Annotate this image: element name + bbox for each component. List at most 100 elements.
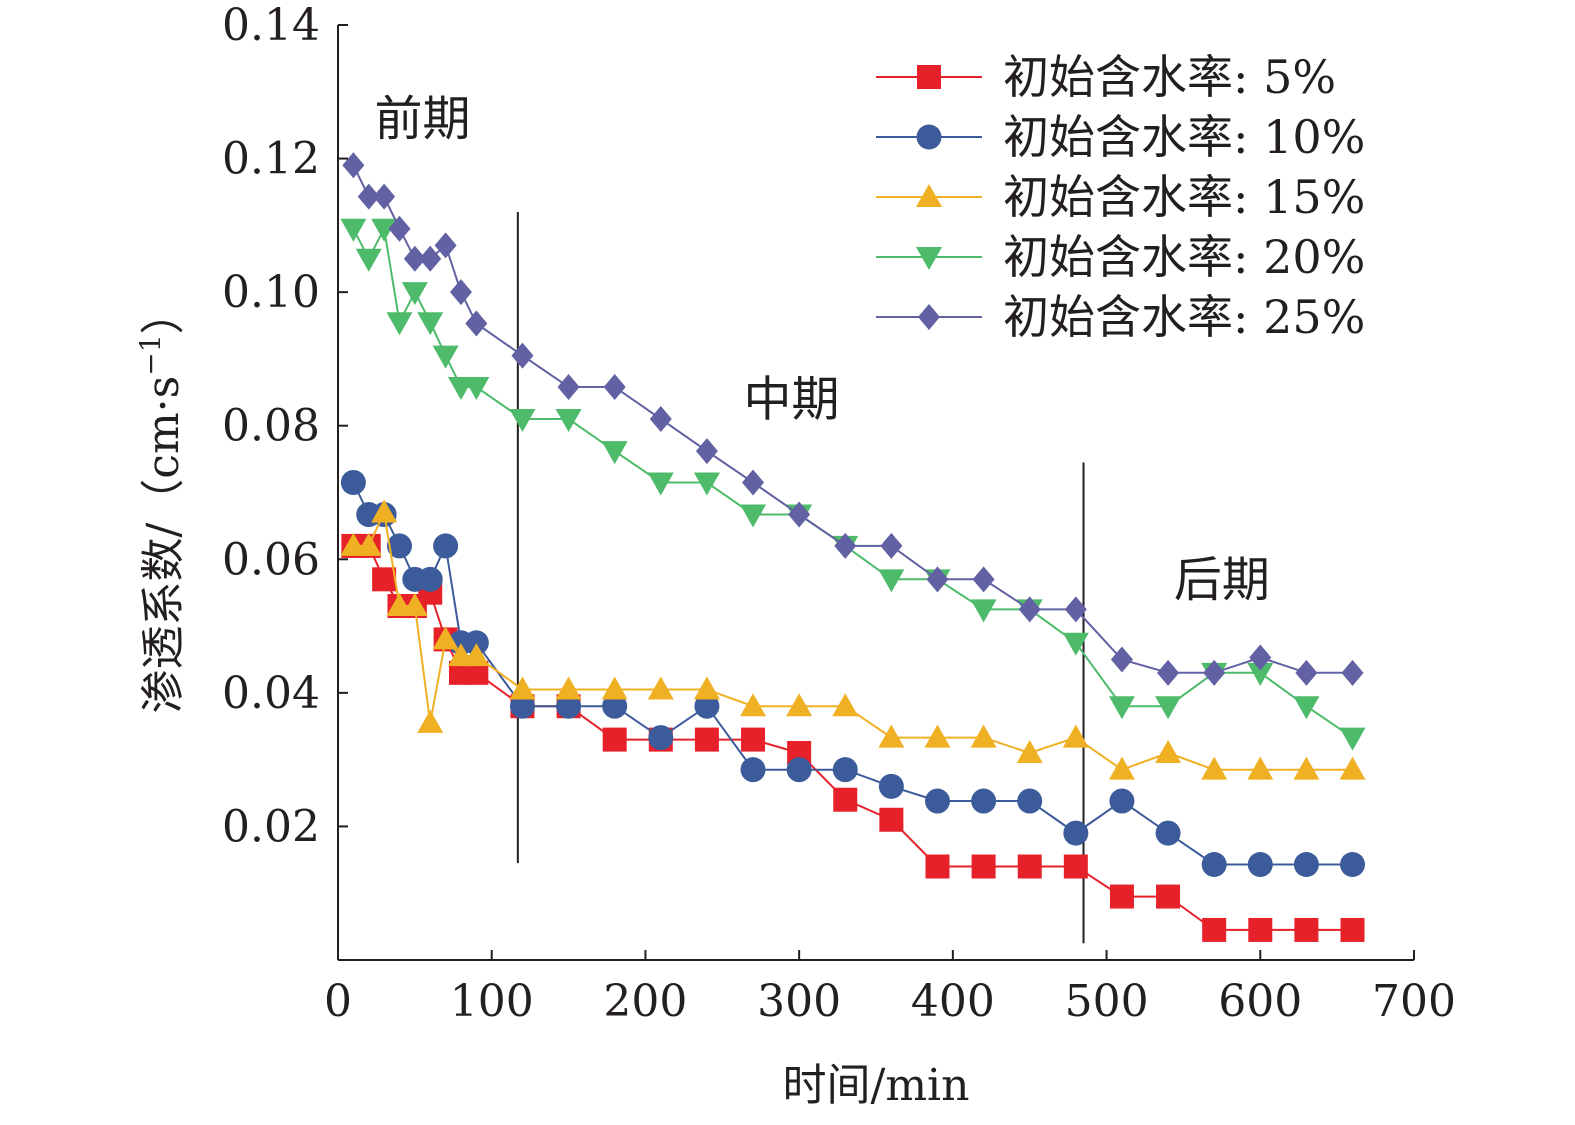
- data-point: [1339, 756, 1366, 780]
- data-point: [1109, 884, 1134, 909]
- data-point: [357, 183, 380, 210]
- data-point: [879, 807, 904, 832]
- data-point: [417, 566, 443, 592]
- data-point: [1018, 596, 1041, 623]
- data-point: [401, 593, 428, 617]
- data-point: [557, 373, 580, 400]
- legend-marker: [916, 247, 942, 270]
- data-point: [1293, 696, 1320, 720]
- ticks: 0 100 200 300 400 500 600 700 0.02 0.04 0.06 0.08 0.…: [222, 0, 1456, 1027]
- data-point: [602, 727, 627, 752]
- plot-area: [340, 152, 1366, 944]
- data-point: [465, 310, 488, 337]
- data-point: [463, 630, 489, 656]
- data-point: [924, 788, 950, 814]
- data-point: [1155, 696, 1182, 720]
- data-point: [693, 676, 720, 700]
- x-tick-label: 700: [1372, 976, 1456, 1027]
- series-4: [340, 218, 1366, 751]
- x-tick-label: 300: [757, 976, 841, 1027]
- data-point: [741, 727, 766, 752]
- y-tick-label: 0.04: [222, 668, 320, 719]
- phase-label: 后期: [1174, 552, 1270, 608]
- data-point: [971, 788, 997, 814]
- data-point: [786, 693, 813, 717]
- data-point: [1064, 596, 1087, 623]
- y-tick-label: 0.14: [222, 0, 320, 51]
- data-point: [1247, 662, 1274, 686]
- data-point: [1155, 739, 1182, 763]
- data-point: [372, 567, 397, 592]
- data-point: [1063, 820, 1089, 846]
- y-tick-label: 0.08: [222, 401, 320, 452]
- data-point: [1156, 884, 1181, 909]
- data-point: [1109, 788, 1135, 814]
- x-tick-label: 0: [324, 976, 352, 1027]
- data-point: [463, 643, 490, 667]
- data-point: [417, 312, 444, 336]
- data-point: [740, 757, 766, 783]
- data-point: [509, 693, 535, 719]
- x-axis-title: 时间/min: [783, 1060, 970, 1111]
- legend-marker: [917, 65, 941, 89]
- y-axis-title-close: ）: [138, 290, 189, 334]
- data-point: [555, 676, 582, 700]
- data-point: [419, 245, 442, 272]
- data-point: [832, 693, 859, 717]
- data-point: [647, 472, 674, 496]
- data-point: [601, 441, 628, 465]
- x-tick-label: 500: [1065, 976, 1149, 1027]
- data-point: [1339, 727, 1366, 751]
- data-point: [1063, 854, 1088, 879]
- data-point: [342, 152, 365, 179]
- legend-label: 初始含水率: 20%: [1003, 230, 1365, 284]
- legend: 初始含水率: 5% 初始含水率: 10% 初始含水率: 15% 初始含水率: 20% 初…: [876, 50, 1365, 344]
- data-point: [740, 504, 767, 528]
- data-point: [1341, 659, 1364, 686]
- data-point: [694, 693, 720, 719]
- data-point: [647, 676, 674, 700]
- data-point: [648, 725, 674, 751]
- data-point: [1294, 917, 1319, 942]
- x-tick-label: 400: [911, 976, 995, 1027]
- data-point: [556, 693, 582, 719]
- data-point: [386, 312, 413, 336]
- data-point: [970, 724, 997, 748]
- data-point: [971, 854, 996, 879]
- data-point: [1202, 917, 1227, 942]
- x-tick-label: 100: [450, 976, 534, 1027]
- data-point: [970, 599, 997, 623]
- data-point: [786, 757, 812, 783]
- data-point: [880, 532, 903, 559]
- y-axis-title-superscript: −1: [134, 334, 167, 375]
- data-point: [1293, 756, 1320, 780]
- series-3: [340, 499, 1366, 780]
- data-point: [463, 376, 490, 400]
- legend-label: 初始含水率: 25%: [1003, 290, 1365, 344]
- data-point: [1157, 659, 1180, 686]
- data-point: [355, 248, 382, 272]
- data-point: [1201, 756, 1228, 780]
- data-point: [602, 693, 628, 719]
- y-axis-title-main: 渗透系数/（cm·s: [138, 376, 189, 714]
- data-point: [371, 218, 398, 242]
- data-point: [1295, 659, 1318, 686]
- data-point: [1017, 854, 1042, 879]
- data-point: [1062, 632, 1089, 656]
- data-point: [695, 438, 718, 465]
- data-point: [833, 787, 858, 812]
- data-point: [1247, 851, 1273, 877]
- data-point: [740, 693, 767, 717]
- data-point: [603, 373, 626, 400]
- data-point: [832, 757, 858, 783]
- series-line: [353, 509, 1353, 771]
- data-point: [878, 569, 905, 593]
- data-point: [555, 409, 582, 433]
- data-point: [601, 676, 628, 700]
- axes: [337, 25, 1414, 961]
- data-point: [509, 409, 536, 433]
- data-point: [1340, 917, 1365, 942]
- data-point: [449, 279, 472, 306]
- data-point: [878, 773, 904, 799]
